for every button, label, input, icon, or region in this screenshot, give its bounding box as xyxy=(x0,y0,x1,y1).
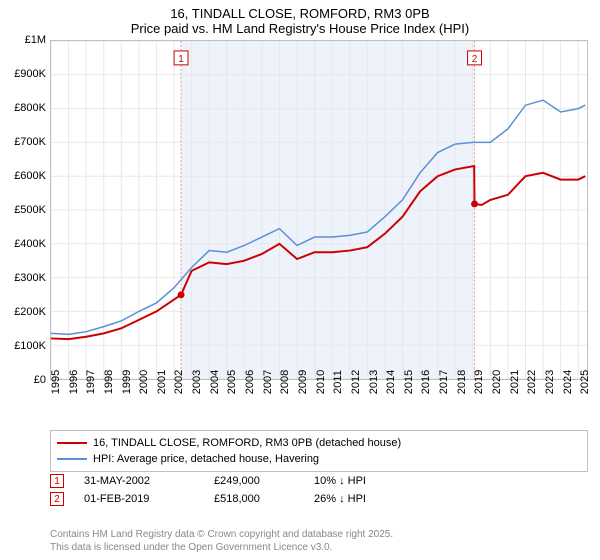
y-tick-label: £600K xyxy=(14,170,46,182)
x-tick-label: 2025 xyxy=(579,370,591,394)
marker-date: 31-MAY-2002 xyxy=(84,475,194,487)
marker-row: 2 01-FEB-2019 £518,000 26% ↓ HPI xyxy=(50,490,588,508)
svg-text:1: 1 xyxy=(178,54,184,65)
x-tick-label: 2004 xyxy=(209,370,221,394)
chart-area: £0£100K£200K£300K£400K£500K£600K£700K£80… xyxy=(50,40,588,380)
legend-label: 16, TINDALL CLOSE, ROMFORD, RM3 0PB (det… xyxy=(93,437,401,449)
legend-item: 16, TINDALL CLOSE, ROMFORD, RM3 0PB (det… xyxy=(57,435,581,451)
x-tick-label: 2000 xyxy=(138,370,150,394)
x-tick-label: 1997 xyxy=(85,370,97,394)
x-tick-label: 2007 xyxy=(262,370,274,394)
x-tick-label: 2024 xyxy=(562,370,574,394)
x-tick-label: 2008 xyxy=(279,370,291,394)
footer-line-2: This data is licensed under the Open Gov… xyxy=(50,541,588,554)
title-line-1: 16, TINDALL CLOSE, ROMFORD, RM3 0PB xyxy=(0,6,600,21)
legend-item: HPI: Average price, detached house, Have… xyxy=(57,451,581,467)
marker-delta: 26% ↓ HPI xyxy=(314,493,404,505)
y-tick-label: £400K xyxy=(14,238,46,250)
y-tick-label: £0 xyxy=(34,374,46,386)
x-tick-label: 2005 xyxy=(226,370,238,394)
x-tick-label: 1996 xyxy=(68,370,80,394)
plot-region: 12 xyxy=(50,40,588,380)
y-tick-label: £800K xyxy=(14,102,46,114)
x-tick-label: 2006 xyxy=(244,370,256,394)
x-tick-label: 2012 xyxy=(350,370,362,394)
legend-swatch xyxy=(57,442,87,444)
marker-badge: 2 xyxy=(50,492,64,506)
x-tick-label: 2010 xyxy=(315,370,327,394)
footer-attribution: Contains HM Land Registry data © Crown c… xyxy=(50,528,588,554)
marker-price: £249,000 xyxy=(214,475,294,487)
y-tick-label: £200K xyxy=(14,306,46,318)
marker-row: 1 31-MAY-2002 £249,000 10% ↓ HPI xyxy=(50,472,588,490)
x-tick-label: 2013 xyxy=(368,370,380,394)
x-tick-label: 2003 xyxy=(191,370,203,394)
x-tick-label: 1999 xyxy=(121,370,133,394)
y-tick-label: £300K xyxy=(14,272,46,284)
x-axis-labels: 1995199619971998199920002001200220032004… xyxy=(50,382,588,422)
x-tick-label: 2011 xyxy=(332,370,344,394)
marker-price: £518,000 xyxy=(214,493,294,505)
y-tick-label: £1M xyxy=(25,34,46,46)
marker-badge: 1 xyxy=(50,474,64,488)
x-tick-label: 2022 xyxy=(526,370,538,394)
legend-swatch xyxy=(57,458,87,460)
y-axis-labels: £0£100K£200K£300K£400K£500K£600K£700K£80… xyxy=(0,40,46,380)
x-tick-label: 2002 xyxy=(173,370,185,394)
legend-label: HPI: Average price, detached house, Have… xyxy=(93,453,319,465)
footer-line-1: Contains HM Land Registry data © Crown c… xyxy=(50,528,588,541)
legend: 16, TINDALL CLOSE, ROMFORD, RM3 0PB (det… xyxy=(50,430,588,472)
x-tick-label: 2015 xyxy=(403,370,415,394)
x-tick-label: 2020 xyxy=(491,370,503,394)
marker-table: 1 31-MAY-2002 £249,000 10% ↓ HPI 2 01-FE… xyxy=(50,472,588,508)
y-tick-label: £700K xyxy=(14,136,46,148)
x-tick-label: 2014 xyxy=(385,370,397,394)
y-tick-label: £100K xyxy=(14,340,46,352)
x-tick-label: 2016 xyxy=(420,370,432,394)
title-line-2: Price paid vs. HM Land Registry's House … xyxy=(0,21,600,36)
svg-text:2: 2 xyxy=(472,54,478,65)
x-tick-label: 2001 xyxy=(156,370,168,394)
x-tick-label: 2019 xyxy=(473,370,485,394)
marker-delta: 10% ↓ HPI xyxy=(314,475,404,487)
x-tick-label: 1995 xyxy=(50,370,62,394)
x-tick-label: 2017 xyxy=(438,370,450,394)
y-tick-label: £900K xyxy=(14,68,46,80)
y-tick-label: £500K xyxy=(14,204,46,216)
x-tick-label: 1998 xyxy=(103,370,115,394)
marker-date: 01-FEB-2019 xyxy=(84,493,194,505)
x-tick-label: 2021 xyxy=(509,370,521,394)
x-tick-label: 2018 xyxy=(456,370,468,394)
x-tick-label: 2009 xyxy=(297,370,309,394)
chart-title: 16, TINDALL CLOSE, ROMFORD, RM3 0PB Pric… xyxy=(0,0,600,40)
x-tick-label: 2023 xyxy=(544,370,556,394)
